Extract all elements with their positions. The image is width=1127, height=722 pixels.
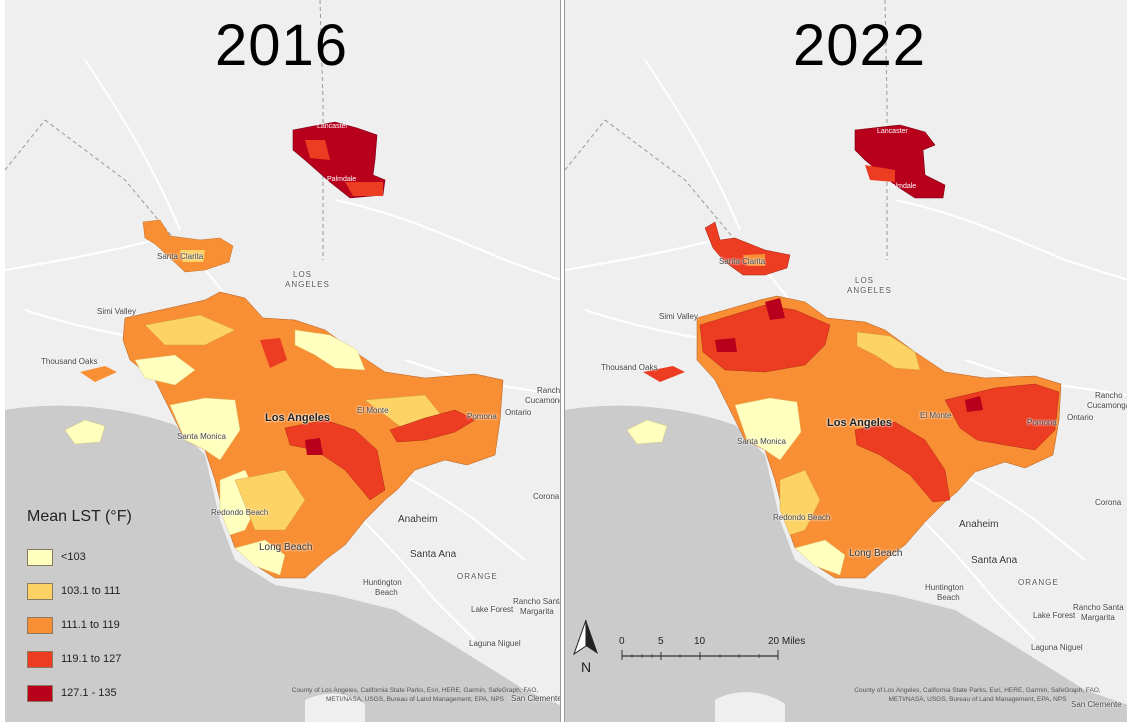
label-rancho-2: Cucamonga (525, 396, 560, 405)
attribution: County of Los Angeles, California State … (275, 686, 555, 704)
label-laguna-niguel: Laguna Niguel (1031, 643, 1083, 652)
label-anaheim: Anaheim (959, 519, 999, 530)
scale-tick-label: 0 (619, 636, 625, 647)
label-palmdale: Palmdale (327, 176, 357, 183)
label-orange-county: ORANGE (1018, 578, 1059, 587)
label-santa-monica: Santa Monica (177, 432, 226, 441)
label-orange-county: ORANGE (457, 572, 498, 581)
label-lancaster: Lancaster (877, 128, 908, 135)
attribution-line: County of Los Angeles, California State … (854, 687, 1101, 694)
label-santa-clarita: Santa Clarita (157, 252, 204, 261)
lst-polygons-2022 (626, 124, 1062, 579)
label-redondo-beach: Redondo Beach (211, 508, 269, 517)
label-simi-valley: Simi Valley (659, 312, 698, 321)
label-long-beach: Long Beach (849, 548, 903, 559)
label-long-beach: Long Beach (259, 542, 313, 553)
county-boundary (565, 0, 888, 260)
attribution: County of Los Angeles, California State … (835, 686, 1120, 704)
label-santa-ana: Santa Ana (410, 549, 457, 560)
label-pomona: Pomona (1027, 418, 1057, 427)
label-rancho-santa-2: Margarita (1081, 613, 1115, 622)
year-title: 2022 (793, 13, 927, 78)
legend-swatch (27, 684, 53, 702)
ocean (5, 405, 560, 722)
label-lancaster: Lancaster (317, 123, 348, 130)
label-huntington-2: Beach (937, 593, 960, 602)
label-huntington-1: Huntington (363, 578, 402, 587)
label-simi-valley: Simi Valley (97, 307, 136, 316)
scale-tick-label: 5 (658, 636, 664, 647)
legend-label: 111.1 to 119 (61, 619, 120, 631)
label-rancho-1: Rancho (537, 386, 561, 395)
label-el-monte: El Monte (357, 406, 389, 415)
island (715, 692, 785, 722)
label-corona: Corona (533, 492, 560, 501)
legend-label: 103.1 to 111 (61, 585, 121, 597)
label-corona: Corona (1095, 498, 1122, 507)
label-santa-ana: Santa Ana (971, 555, 1018, 566)
label-los-angeles: Los Angeles (827, 417, 892, 429)
attribution-line: METI/NASA, USGS, Bureau of Land Manageme… (888, 696, 1067, 703)
scale-bar (621, 650, 779, 660)
label-county-1: LOS (293, 270, 313, 279)
label-lake-forest: Lake Forest (1033, 611, 1076, 620)
label-los-angeles: Los Angeles (265, 412, 330, 424)
island (305, 693, 365, 722)
label-palmdale: Palmdale (887, 183, 917, 190)
map-panel-2022: 2022 Lancaster Palmdale Santa Clarita LO… (564, 0, 1127, 722)
scale-tick-label: 20 Miles (768, 636, 805, 647)
label-huntington-1: Huntington (925, 583, 964, 592)
county-boundary (5, 0, 324, 260)
label-laguna-niguel: Laguna Niguel (469, 639, 521, 648)
label-rancho-2: Cucamonga (1087, 401, 1127, 410)
label-county-2: ANGELES (285, 280, 330, 289)
north-label: N (581, 659, 591, 675)
label-santa-clarita: Santa Clarita (719, 257, 766, 266)
legend-item: 111.1 to 119 (27, 608, 132, 642)
label-anaheim: Anaheim (398, 514, 438, 525)
year-title: 2016 (215, 13, 349, 78)
label-redondo-beach: Redondo Beach (773, 513, 831, 522)
legend-label: 127.1 - 135 (61, 687, 117, 699)
legend-item: <103 (27, 540, 132, 574)
label-el-monte: El Monte (920, 411, 952, 420)
legend-item: 119.1 to 127 (27, 642, 132, 676)
scale-and-north: N 0 5 10 20 Miles (573, 619, 805, 675)
label-rancho-1: Rancho (1095, 391, 1123, 400)
legend-title: Mean LST (°F) (27, 508, 132, 525)
legend-item: 127.1 - 135 (27, 676, 132, 710)
label-rancho-santa-1: Rancho Santa (513, 597, 561, 606)
attribution-line: County of Los Angeles, California State … (291, 687, 539, 694)
ocean (565, 405, 1127, 722)
legend-swatch (27, 616, 53, 634)
legend-swatch (27, 582, 53, 600)
label-ontario: Ontario (1067, 413, 1094, 422)
label-ontario: Ontario (505, 408, 532, 417)
legend-swatch (27, 650, 53, 668)
label-thousand-oaks: Thousand Oaks (41, 357, 98, 366)
scale-tick-label: 10 (694, 636, 706, 647)
legend-item: 103.1 to 111 (27, 574, 132, 608)
label-rancho-santa-1: Rancho Santa (1073, 603, 1124, 612)
attribution-line: METI/NASA, USGS, Bureau of Land Manageme… (326, 696, 504, 703)
label-county-1: LOS (855, 276, 875, 285)
label-san-clemente: San Clemente (1071, 700, 1122, 709)
label-san-clemente: San Clemente (511, 694, 561, 703)
label-lake-forest: Lake Forest (471, 605, 514, 614)
lst-polygons-2016 (64, 121, 504, 579)
legend-label: <103 (61, 551, 86, 563)
label-pomona: Pomona (467, 412, 497, 421)
legend-label: 119.1 to 127 (61, 653, 122, 665)
basemap (5, 0, 560, 722)
legend-swatch (27, 548, 53, 566)
label-thousand-oaks: Thousand Oaks (601, 363, 658, 372)
basemap (565, 0, 1127, 722)
label-rancho-santa-2: Margarita (520, 607, 554, 616)
label-santa-monica: Santa Monica (737, 437, 786, 446)
legend: Mean LST (°F) <103 103.1 to 111 111.1 to… (27, 508, 132, 710)
label-huntington-2: Beach (375, 588, 398, 597)
map-panel-2016: 2016 Lancaster Palmdale Santa Clarita LO… (5, 0, 561, 722)
label-county-2: ANGELES (847, 286, 892, 295)
north-arrow-icon (573, 619, 598, 656)
